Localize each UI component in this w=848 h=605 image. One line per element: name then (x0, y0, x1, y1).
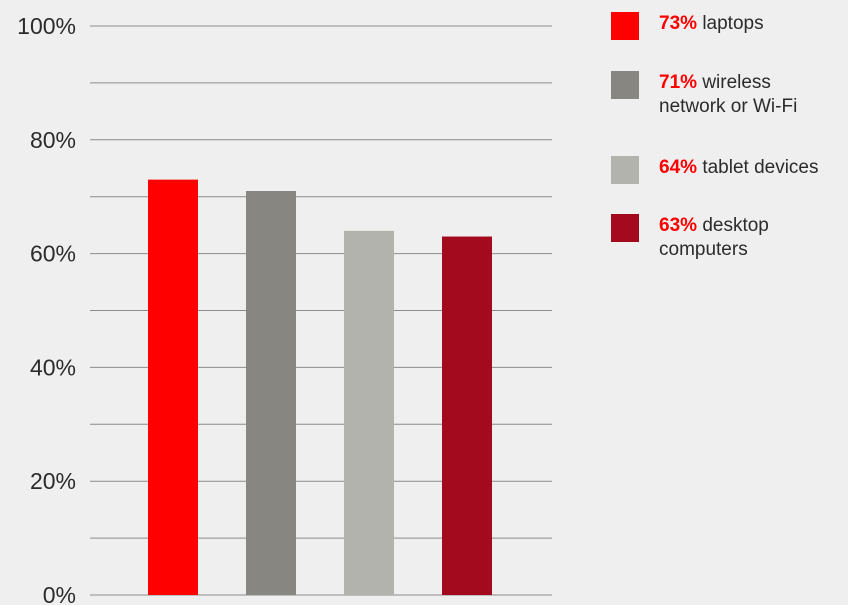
legend-text: 64% tablet devices (659, 156, 848, 180)
bar-laptops (148, 179, 198, 595)
legend-text: 71% wireless network or Wi-Fi (659, 71, 809, 119)
legend-swatch (611, 214, 639, 242)
legend-label: desktop computers (659, 215, 769, 260)
legend-text: 73% laptops (659, 12, 848, 36)
bar-tablet-devices (344, 230, 394, 595)
legend-percent: 63% (659, 215, 698, 236)
legend-percent: 73% (659, 13, 698, 34)
legend-label: laptops (702, 13, 764, 34)
y-tick-label: 60% (30, 241, 76, 267)
y-tick-label: 100% (17, 13, 76, 39)
bars (148, 179, 492, 595)
legend-swatch (611, 156, 639, 184)
y-tick-label: 20% (30, 468, 76, 494)
legend-percent: 64% (659, 157, 698, 178)
legend-swatch (611, 12, 639, 40)
legend-label: tablet devices (702, 157, 819, 178)
y-tick-label: 0% (43, 582, 76, 605)
y-axis-ticks: 0% 20% 40% 60% 80% 100% (17, 13, 76, 605)
legend-percent: 71% (659, 72, 698, 93)
y-tick-label: 80% (30, 127, 76, 153)
bar-desktop-computers (442, 236, 492, 595)
legend-swatch (611, 71, 639, 99)
bar-wireless-network-or-wi-fi (246, 191, 296, 595)
y-tick-label: 40% (30, 354, 76, 380)
legend-text: 63% desktop computers (659, 214, 789, 262)
legend-label: wireless network or Wi-Fi (659, 72, 798, 117)
